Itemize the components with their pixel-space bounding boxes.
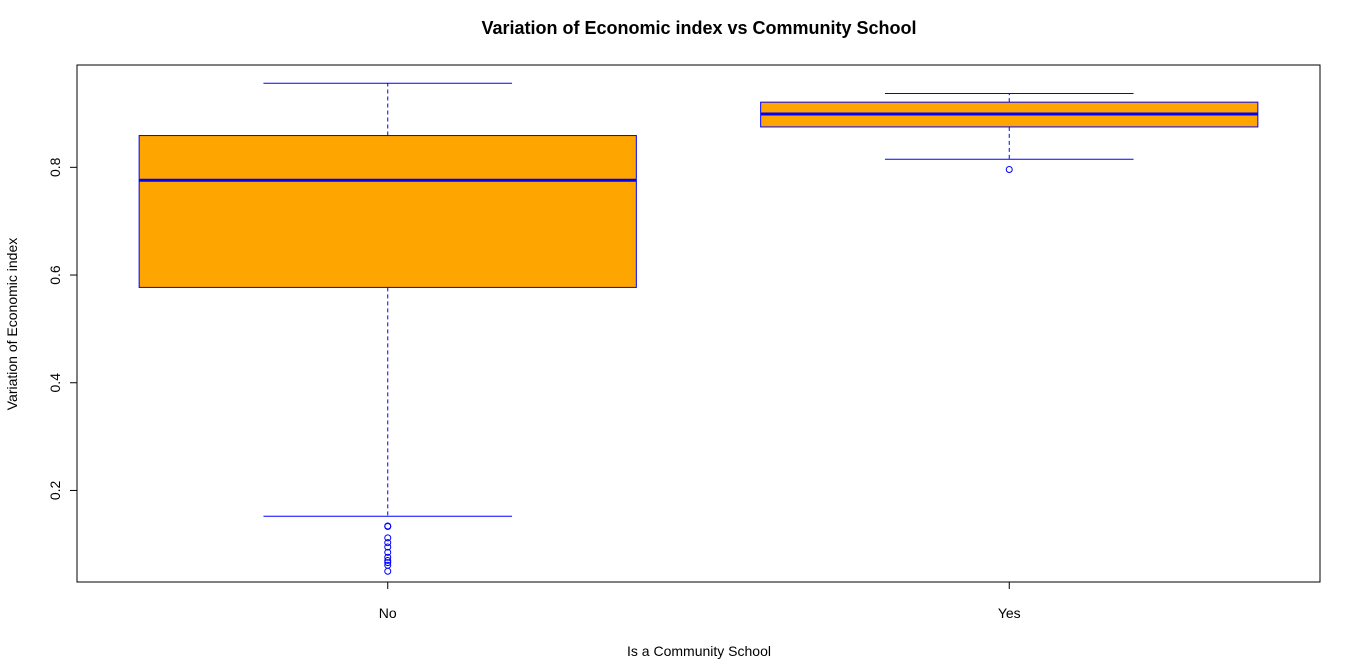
outlier-point: [384, 556, 392, 564]
outlier-point: [384, 534, 392, 542]
box-group-yes: [760, 93, 1259, 173]
outlier-point: [384, 553, 392, 561]
y-tick-label: 0.8: [47, 157, 63, 177]
outlier-point: [384, 543, 392, 551]
box-group-no: [138, 82, 637, 575]
x-axis-label: Is a Community School: [627, 643, 771, 659]
y-tick-label: 0.6: [47, 265, 63, 285]
chart-title: Variation of Economic index vs Community…: [481, 18, 916, 38]
x-axis: No Yes: [379, 582, 1021, 621]
y-tick-label: 0.4: [47, 373, 63, 393]
plot-marks: 0.2 0.4 0.6 0.8 No Yes: [47, 82, 1259, 621]
x-tick-label: No: [379, 605, 397, 621]
outlier-point: [1005, 165, 1013, 173]
y-axis-label: Variation of Economic index: [4, 238, 20, 411]
box-iqr: [138, 135, 637, 288]
y-tick-label: 0.2: [47, 481, 63, 501]
x-tick-label: Yes: [998, 605, 1021, 621]
outlier-point: [384, 548, 392, 556]
y-axis: 0.2 0.4 0.6 0.8: [47, 157, 78, 501]
outlier-point: [384, 559, 392, 567]
outlier-point: [384, 523, 392, 531]
outlier-point: [384, 539, 392, 547]
outlier-point: [384, 567, 392, 575]
